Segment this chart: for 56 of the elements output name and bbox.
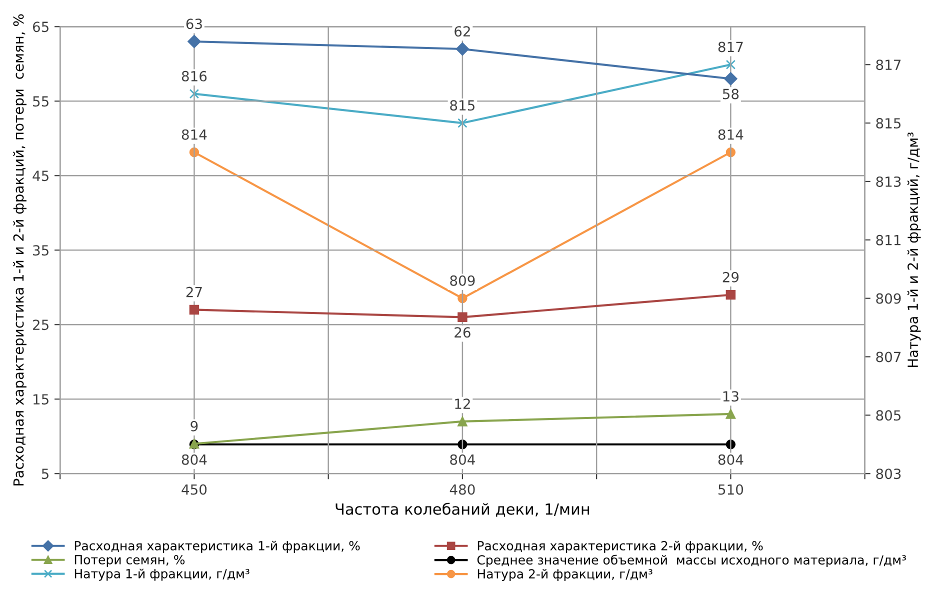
point (189, 88, 200, 99)
y-tick-label: 55 (33, 96, 48, 107)
y-tick-label: 45 (32, 170, 48, 182)
x-axis-title: Частота колебаний деки, 1/мин (336, 502, 590, 517)
legend-label: Натура 2-й фракции, г/дм³ (478, 568, 652, 582)
point (456, 42, 470, 56)
data-label: 12 (455, 398, 470, 409)
data-label: 817 (718, 42, 743, 52)
y-tick-label: 15 (34, 394, 48, 405)
data-label: 58 (722, 88, 739, 100)
y2-tick-label: 803 (876, 468, 901, 480)
data-label: 62 (454, 26, 470, 37)
point (458, 118, 468, 128)
y2-tick-label: 817 (876, 60, 901, 70)
point (458, 416, 468, 426)
data-label: 804 (718, 454, 744, 465)
x-tick-label: 510 (718, 484, 744, 495)
point (726, 409, 736, 419)
data-label: 63 (186, 18, 202, 30)
y-axis-title: Расходная характеристика 1-й и 2-й фракций, потери семян, % (13, 14, 26, 486)
data-label: 815 (450, 100, 474, 111)
data-label: 814 (718, 129, 744, 140)
x-tick-label: 480 (450, 484, 475, 495)
data-label: 814 (182, 129, 207, 140)
data-label: 29 (722, 272, 739, 282)
y2-axis-title: Натура 1-й и 2-й фракций, г/дм³ (907, 132, 921, 368)
data-label: 27 (186, 286, 202, 298)
y-tick-label: 65 (32, 22, 48, 32)
legend-label: Расходная характеристика 1-й фракции, % (74, 540, 360, 553)
data-label: 816 (182, 70, 207, 82)
legend-label: Натура 1-й фракции, г/дм³ (74, 568, 250, 581)
y2-tick-label: 815 (876, 118, 901, 129)
legend-label: Среднее значение объемной массы исходного материала, г/дм³ (477, 554, 906, 568)
point (189, 304, 200, 315)
point (726, 60, 736, 70)
y-tick-label: 25 (33, 320, 48, 330)
data-label: 804 (450, 454, 475, 465)
data-label: 13 (723, 391, 738, 402)
y2-tick-label: 805 (876, 410, 901, 421)
data-label: 809 (450, 275, 475, 286)
y2-tick-label: 809 (876, 293, 901, 304)
point (458, 312, 468, 322)
legend-label: Расходная характеристика 2-й фракции, % (478, 540, 763, 553)
data-label: 26 (454, 327, 470, 338)
data-label: 804 (182, 454, 207, 465)
x-tick-label: 450 (182, 484, 207, 495)
data-label: 9 (190, 420, 198, 432)
y2-tick-label: 807 (876, 352, 901, 362)
legend-label: Потери семян, % (74, 554, 185, 567)
y2-tick-label: 813 (876, 176, 901, 187)
point (726, 290, 736, 300)
point (724, 72, 738, 86)
y2-tick-label: 811 (876, 234, 900, 246)
y-tick-label: 5 (42, 468, 48, 480)
point (188, 34, 201, 48)
y-tick-label: 35 (33, 245, 48, 256)
